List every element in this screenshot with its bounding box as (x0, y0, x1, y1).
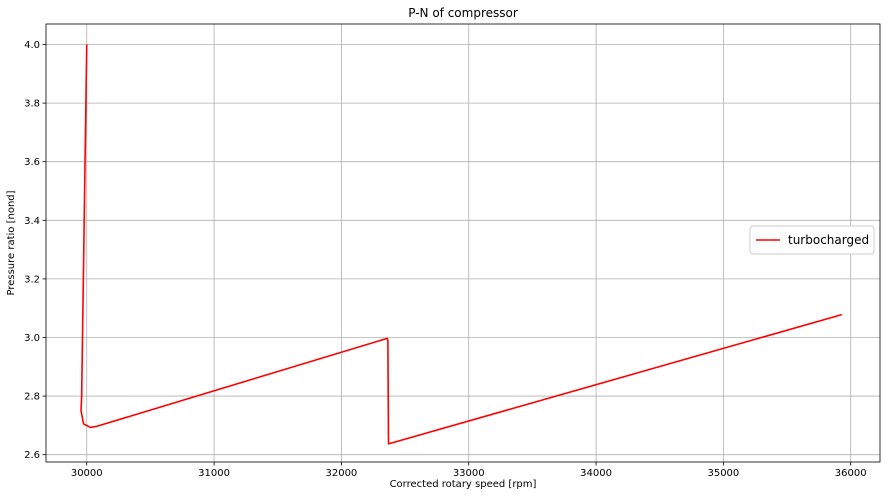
plot-frame (45, 23, 881, 463)
legend-box (749, 225, 875, 255)
x-tick-label: 33000 (453, 468, 485, 479)
series-layer (80, 44, 843, 445)
x-tick-label: 36000 (835, 468, 867, 479)
grid-lines (46, 24, 880, 462)
y-tick-label: 3.0 (24, 333, 40, 344)
series-line-turbocharged (80, 44, 843, 445)
y-tick-label: 3.4 (24, 216, 40, 227)
y-tick-label: 3.6 (24, 157, 40, 168)
legend-label: turbocharged (788, 233, 869, 247)
y-tick-label: 3.8 (24, 99, 40, 110)
y-axis-label: Pressure ratio [nond] (6, 190, 17, 295)
y-tick-label: 2.6 (24, 450, 40, 461)
x-tick-label: 32000 (325, 468, 357, 479)
y-tick-label: 4.0 (24, 40, 40, 51)
axis-ticks: 30000 31000 32000 33000 34000 35000 36000 2.6 2.… (24, 40, 867, 479)
x-axis-label: Corrected rotary speed [rpm] (390, 479, 537, 490)
x-tick-label: 34000 (580, 468, 612, 479)
x-tick-label: 31000 (198, 468, 230, 479)
y-tick-label: 3.2 (24, 274, 40, 285)
x-tick-label: 30000 (71, 468, 103, 479)
y-tick-label: 2.8 (24, 392, 40, 403)
x-tick-label: 35000 (707, 468, 739, 479)
legend: turbocharged (749, 225, 875, 255)
chart-title: P-N of compressor (408, 6, 518, 20)
